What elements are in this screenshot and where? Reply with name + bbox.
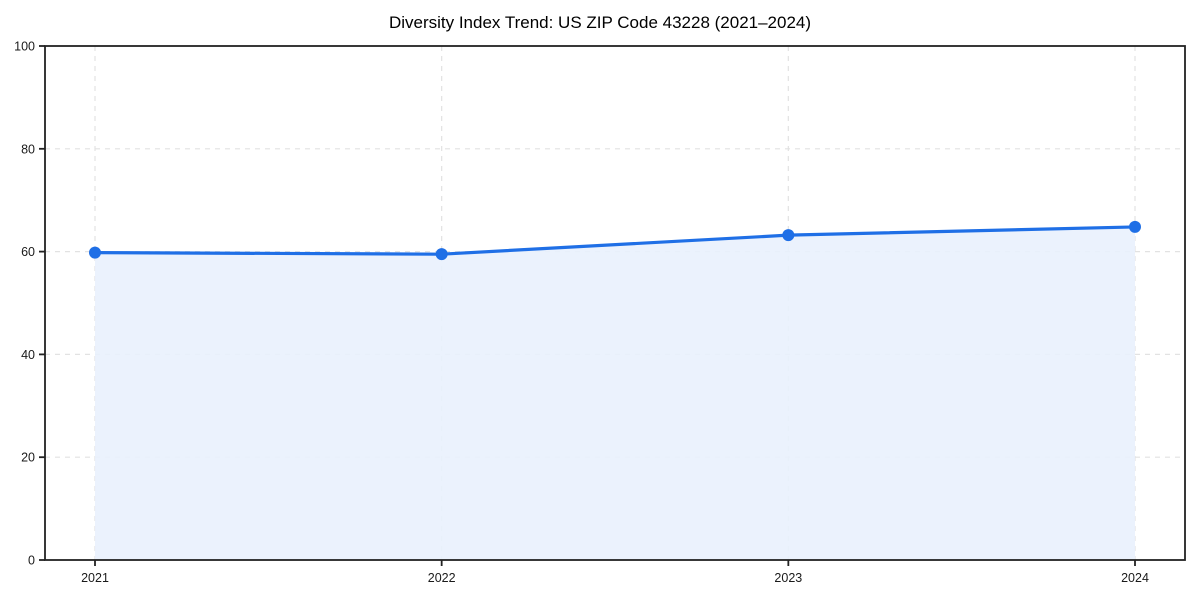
- data-point: [1129, 220, 1141, 233]
- area-fill: [95, 226, 1135, 561]
- data-point: [782, 229, 795, 242]
- x-tick-label: 2024: [1121, 571, 1149, 585]
- x-tick-label: 2021: [81, 571, 109, 585]
- y-tick-label: 0: [28, 554, 35, 568]
- y-tick-label: 60: [21, 245, 35, 259]
- trend-line: [93, 225, 1137, 256]
- chart-title: Diversity Index Trend: US ZIP Code 43228…: [388, 13, 812, 32]
- y-tick-label: 80: [21, 142, 35, 156]
- data-point: [89, 246, 101, 259]
- y-tick-label: 40: [21, 348, 35, 362]
- plot-frame: [44, 45, 1186, 561]
- x-tick-label: 2022: [428, 571, 456, 585]
- data-point: [435, 248, 448, 261]
- y-tick-label: 20: [21, 451, 35, 465]
- x-tick-label: 2023: [774, 571, 802, 585]
- y-tick-label: 100: [14, 40, 35, 54]
